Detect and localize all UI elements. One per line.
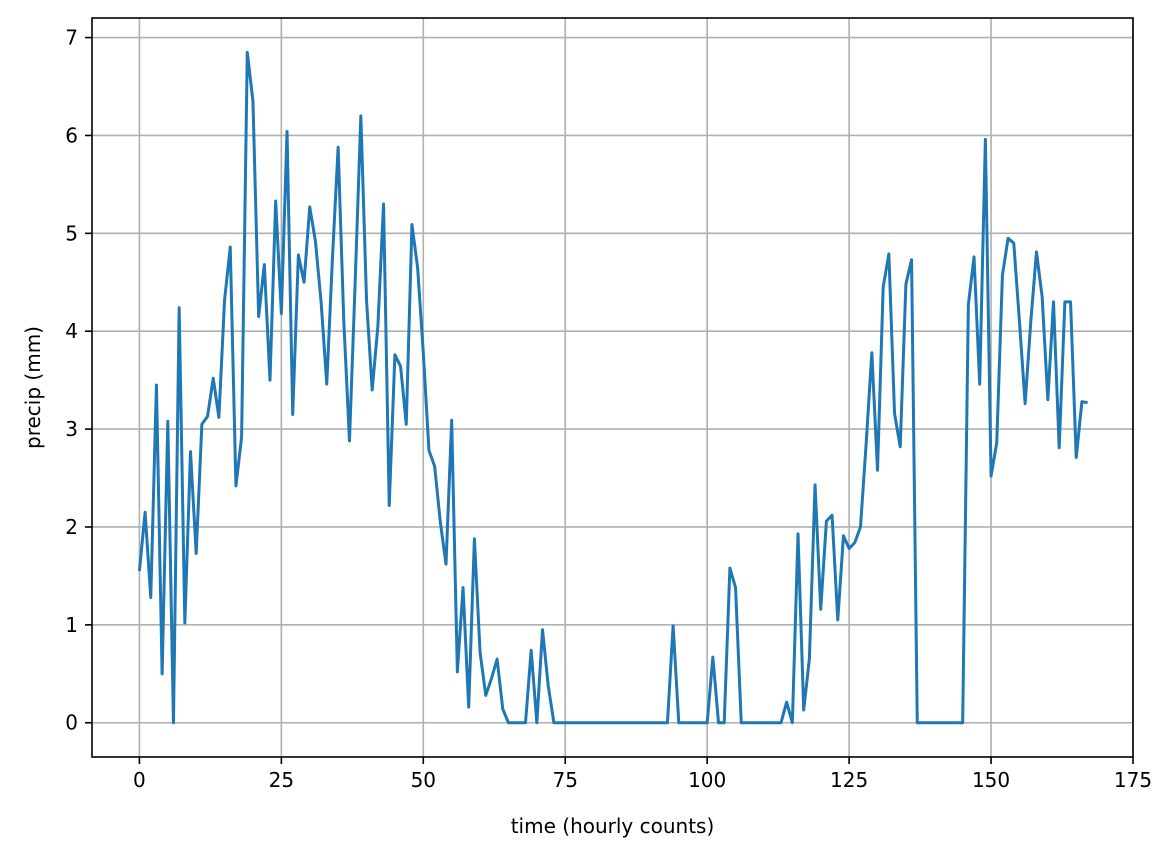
x-tick-label: 0	[133, 768, 146, 792]
y-tick-label: 2	[65, 515, 78, 539]
x-tick-label: 50	[411, 768, 436, 792]
plot-frame	[91, 17, 1134, 758]
x-tick-label: 150	[972, 768, 1010, 792]
y-tick-label: 7	[65, 26, 78, 50]
y-tick-label: 6	[65, 123, 78, 147]
y-tick-label: 4	[65, 319, 78, 343]
x-tick-label: 75	[553, 768, 578, 792]
x-tick-label: 25	[269, 768, 294, 792]
x-tick-label: 125	[830, 768, 868, 792]
y-tick-label: 1	[65, 613, 78, 637]
y-tick-label: 5	[65, 221, 78, 245]
series-line	[137, 50, 1088, 725]
axis-ticks: 0 25 50 75 100 125 150 175 0 1 2 3 4 5 6 7	[65, 26, 1152, 792]
x-axis-label: time (hourly counts)	[511, 814, 715, 838]
y-tick-label: 0	[65, 711, 78, 735]
x-tick-label: 175	[1114, 768, 1152, 792]
series-group	[137, 50, 1088, 725]
y-axis-label: precip (mm)	[21, 326, 45, 449]
y-tick-label: 3	[65, 417, 78, 441]
x-tick-label: 100	[688, 768, 726, 792]
